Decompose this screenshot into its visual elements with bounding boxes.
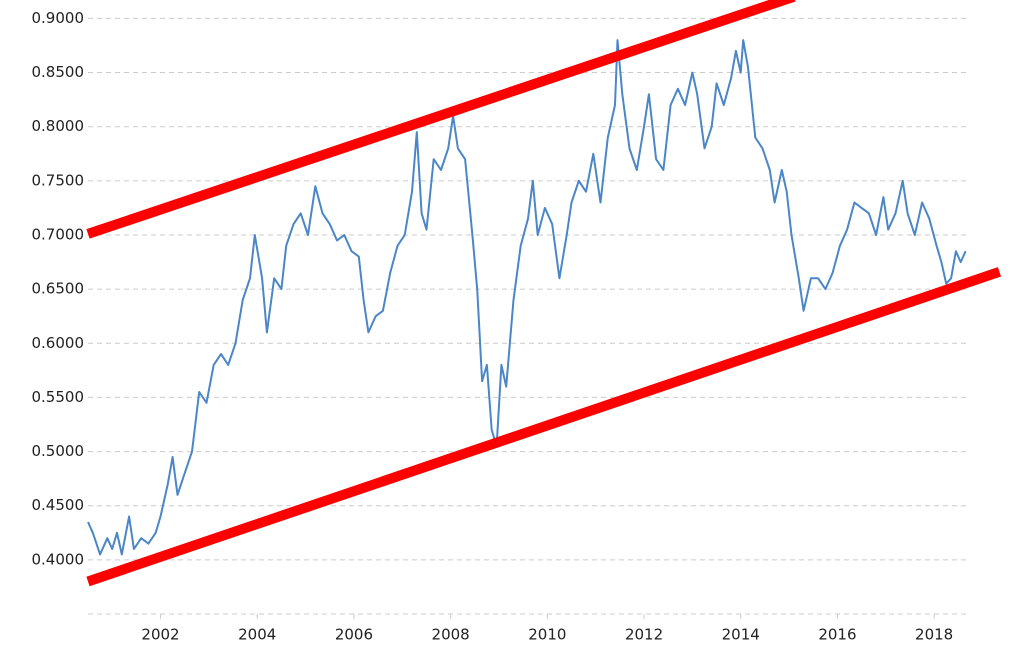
x-tick-label: 2018 [915, 626, 953, 644]
y-tick-label: 0.9000 [32, 9, 85, 27]
y-tick-label: 0.7000 [32, 225, 85, 243]
y-tick-label: 0.7500 [32, 171, 85, 189]
x-tick-label: 2002 [141, 626, 179, 644]
x-tick-label: 2008 [432, 626, 470, 644]
x-tick-label: 2004 [238, 626, 276, 644]
y-tick-label: 0.6500 [32, 280, 85, 298]
y-tick-label: 0.4000 [32, 550, 85, 568]
x-tick-label: 2012 [625, 626, 663, 644]
x-tick-label: 2010 [528, 626, 566, 644]
trend-line [86, 267, 1002, 587]
y-tick-label: 0.8500 [32, 63, 85, 81]
x-tick-label: 2014 [722, 626, 760, 644]
y-tick-label: 0.4500 [32, 496, 85, 514]
x-tick-label: 2016 [818, 626, 856, 644]
y-tick-label: 0.6000 [32, 334, 85, 352]
data-line [87, 39, 967, 556]
y-tick-label: 0.5500 [32, 388, 85, 406]
y-tick-label: 0.8000 [32, 117, 85, 135]
trend-line [86, 0, 796, 239]
x-tick-label: 2006 [335, 626, 373, 644]
y-tick-label: 0.5000 [32, 442, 85, 460]
